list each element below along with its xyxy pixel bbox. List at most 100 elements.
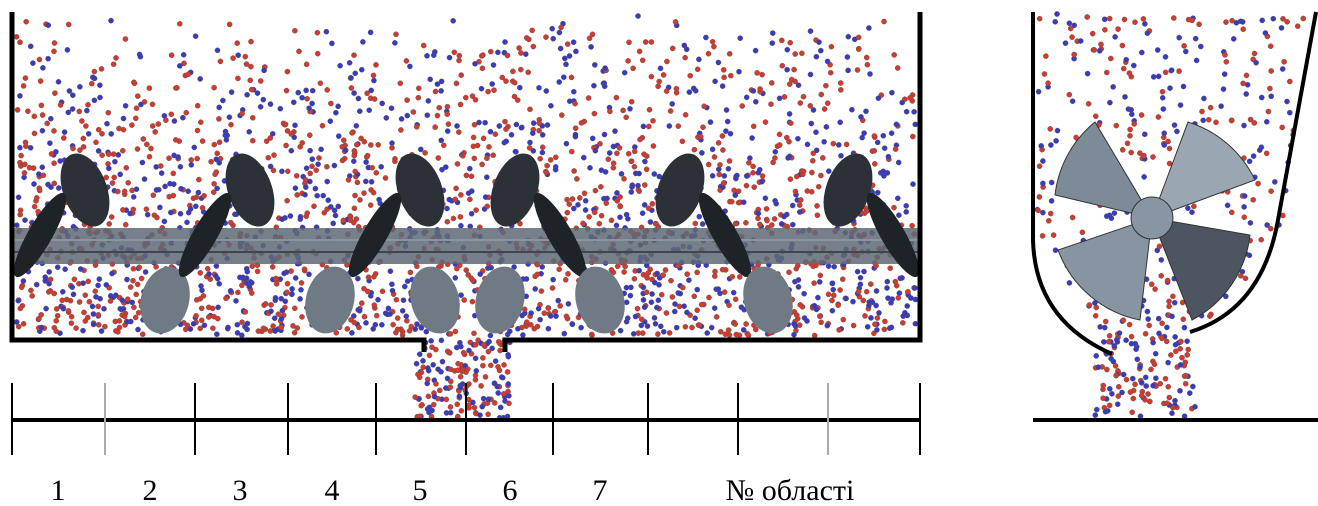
particle xyxy=(910,182,915,187)
particle xyxy=(394,297,399,302)
particle xyxy=(398,127,403,132)
particle xyxy=(357,197,362,202)
particle xyxy=(791,321,796,326)
particle xyxy=(863,109,868,114)
particle xyxy=(586,95,591,100)
particle xyxy=(1139,393,1144,398)
particle xyxy=(663,267,668,272)
particle xyxy=(349,130,354,135)
particle xyxy=(565,271,570,276)
particle xyxy=(1142,132,1147,137)
particle xyxy=(21,321,26,326)
particle xyxy=(1037,194,1042,199)
particle xyxy=(310,157,315,162)
particle xyxy=(447,55,452,60)
particle xyxy=(1093,114,1098,119)
particle xyxy=(770,41,775,46)
particle xyxy=(722,290,727,295)
particle xyxy=(117,325,122,330)
particle xyxy=(790,203,795,208)
particle xyxy=(92,69,97,74)
particle xyxy=(186,189,191,194)
particle xyxy=(1183,381,1188,386)
particle xyxy=(483,195,488,200)
region-label: 3 xyxy=(233,474,248,506)
particle xyxy=(861,269,866,274)
particle xyxy=(285,281,290,286)
particle xyxy=(1106,339,1111,344)
particle xyxy=(801,94,806,99)
particle xyxy=(865,62,870,67)
particle xyxy=(828,70,833,75)
particle xyxy=(162,219,167,224)
particle xyxy=(392,40,397,45)
particle xyxy=(173,85,178,90)
particle xyxy=(28,145,33,150)
particle xyxy=(374,170,379,175)
particle xyxy=(195,103,200,108)
particle xyxy=(217,160,222,165)
particle xyxy=(1151,383,1156,388)
particle xyxy=(28,288,33,293)
particle xyxy=(336,204,341,209)
particle xyxy=(283,122,288,127)
particle xyxy=(557,79,562,84)
particle xyxy=(881,19,886,24)
particle xyxy=(629,99,634,104)
particle xyxy=(383,311,388,316)
particle xyxy=(61,135,66,140)
particle xyxy=(462,297,467,302)
particle xyxy=(431,362,436,367)
particle xyxy=(131,266,136,271)
particle xyxy=(751,88,756,93)
particle xyxy=(799,51,804,56)
particle xyxy=(1156,331,1161,336)
particle xyxy=(905,289,910,294)
particle xyxy=(531,121,536,126)
particle xyxy=(1146,316,1151,321)
particle xyxy=(198,296,203,301)
particle xyxy=(458,214,463,219)
particle xyxy=(695,270,700,275)
particle xyxy=(631,331,636,336)
particle xyxy=(1153,287,1158,292)
particle xyxy=(353,169,358,174)
particle xyxy=(575,202,580,207)
particle xyxy=(189,162,194,167)
particle xyxy=(1143,375,1148,380)
particle xyxy=(529,311,534,316)
particle xyxy=(86,131,91,136)
axis-label: № області xyxy=(726,474,855,506)
particle xyxy=(145,212,150,217)
particle xyxy=(571,206,576,211)
particle xyxy=(535,272,540,277)
particle xyxy=(502,119,507,124)
particle xyxy=(712,306,717,311)
particle xyxy=(440,359,445,364)
particle xyxy=(1122,17,1127,22)
particle xyxy=(1130,376,1135,381)
particle xyxy=(32,131,37,136)
particle xyxy=(445,129,450,134)
particle xyxy=(193,204,198,209)
particle xyxy=(1036,89,1041,94)
particle xyxy=(380,289,385,294)
particle xyxy=(1247,253,1252,258)
particle xyxy=(787,111,792,116)
particle xyxy=(682,304,687,309)
particle xyxy=(1051,233,1056,238)
particle xyxy=(496,339,501,344)
particle xyxy=(650,291,655,296)
particle xyxy=(1179,355,1184,360)
particle xyxy=(488,333,493,338)
particle xyxy=(785,67,790,72)
particle xyxy=(458,192,463,197)
particle xyxy=(289,131,294,136)
particle xyxy=(123,222,128,227)
particle xyxy=(111,62,116,67)
particle xyxy=(714,314,719,319)
particle xyxy=(426,98,431,103)
particle xyxy=(644,290,649,295)
particle xyxy=(143,269,148,274)
particle xyxy=(289,269,294,274)
